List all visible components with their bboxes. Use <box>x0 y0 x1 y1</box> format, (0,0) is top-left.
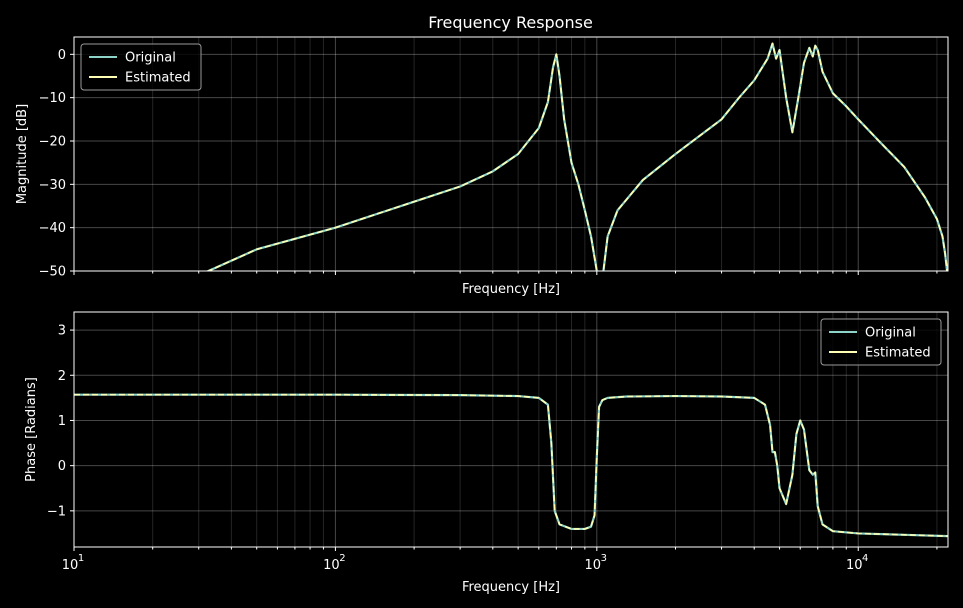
x-tick-label: 10 <box>846 558 863 573</box>
y-tick-label: 2 <box>58 369 66 384</box>
magnitude-panel: 0 −10 −20 −30 −40 −50 Frequency [Hz] Magnitude … <box>15 36 949 297</box>
chart-title: Frequency Response <box>428 13 593 32</box>
grid-lines <box>73 312 948 547</box>
legend-label-original: Original <box>125 51 176 66</box>
x-tick-exponent: 1 <box>78 553 84 564</box>
y-tick-label: 0 <box>58 48 66 63</box>
y-axis-label: Magnitude [dB] <box>15 104 30 204</box>
y-tick-label: −50 <box>39 265 66 280</box>
x-tick-exponent: 2 <box>339 553 345 564</box>
x-tick-label: 10 <box>323 558 340 573</box>
legend-label-estimated: Estimated <box>125 71 191 86</box>
y-tick-label: −10 <box>39 91 66 106</box>
y-tick-label: 1 <box>58 414 66 429</box>
axes-frame <box>73 36 949 272</box>
legend-label-estimated: Estimated <box>865 346 931 361</box>
axes-frame <box>73 311 949 548</box>
x-tick-exponent: 4 <box>862 553 868 564</box>
legend-box <box>80 43 202 91</box>
y-tick-label: 0 <box>58 459 66 474</box>
y-axis-label: Phase [Radians] <box>24 377 39 482</box>
x-axis-label: Frequency [Hz] <box>462 282 560 297</box>
x-axis-label: Frequency [Hz] <box>462 580 560 595</box>
y-tick-label: −40 <box>39 221 66 236</box>
y-tick-label: −20 <box>39 135 66 150</box>
y-tick-label: 3 <box>58 324 66 339</box>
series-line-estimated <box>206 42 948 271</box>
y-tick-label: −1 <box>47 504 66 519</box>
x-tick-exponent: 3 <box>601 553 607 564</box>
legend: Original Estimated <box>820 318 942 366</box>
legend: Original Estimated <box>80 43 202 91</box>
y-tick-label: −30 <box>39 178 66 193</box>
series-line-estimated <box>74 393 948 537</box>
x-tick-label: 10 <box>585 558 602 573</box>
legend-box <box>820 318 942 366</box>
legend-label-original: Original <box>865 326 916 341</box>
x-tick-label: 10 <box>62 558 79 573</box>
